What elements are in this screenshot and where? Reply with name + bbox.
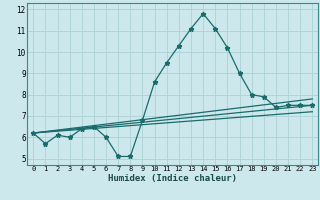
X-axis label: Humidex (Indice chaleur): Humidex (Indice chaleur) — [108, 174, 237, 183]
